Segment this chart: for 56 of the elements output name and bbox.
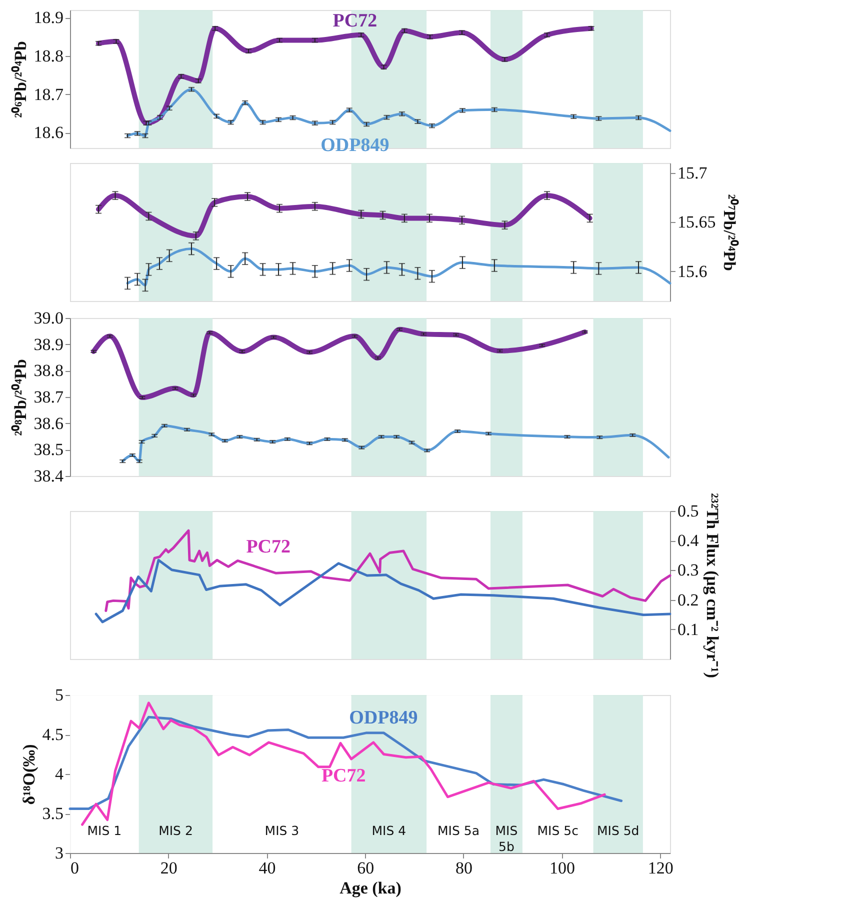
- band-label: MIS 2: [158, 823, 193, 838]
- series-label: ODP849: [349, 708, 418, 729]
- x-tick-label: 20: [160, 858, 178, 878]
- band-label: MIS 5c: [537, 823, 579, 838]
- y-tick-label: 38.7: [34, 388, 64, 406]
- x-tick-label: 60: [357, 858, 374, 878]
- y-tick-label: 3.5: [42, 804, 64, 823]
- y-tick-label: 4: [55, 764, 64, 784]
- y-tick-label: 3: [55, 844, 64, 862]
- x-tick-label: 120: [648, 858, 674, 878]
- band-label: MIS 5b: [495, 823, 518, 854]
- x-tick-label: 100: [550, 858, 576, 878]
- y2-axis-title: ²⁰⁷Pb/²⁰⁴Pb: [720, 194, 739, 271]
- y-axis-title: ²⁰⁸Pb/²⁰⁴Pb: [10, 359, 30, 436]
- line-series: [126, 88, 672, 137]
- y-tick-label: 18.9: [34, 8, 64, 28]
- x-tick-label: 80: [455, 858, 472, 878]
- band-label: MIS 5a: [438, 823, 480, 838]
- band-label: MIS 4: [372, 823, 406, 838]
- y-tick-label: 39.0: [34, 308, 64, 328]
- y2-tick-label: 0.2: [678, 590, 699, 610]
- y-tick-label: 18.7: [34, 84, 64, 104]
- y2-tick-label: 0.5: [678, 502, 699, 520]
- line-series: [104, 529, 672, 612]
- y-axis-title: δ¹⁸O(‰): [19, 744, 38, 805]
- y2-tick-label: 0.3: [678, 560, 699, 580]
- y2-tick-label: 15.65: [678, 212, 716, 232]
- y-tick-label: 38.8: [34, 361, 64, 380]
- x-axis-title: Age (ka): [340, 878, 402, 898]
- y-tick-label: 18.8: [34, 46, 64, 66]
- line-series: [94, 558, 672, 624]
- x-tick-label: 0: [70, 858, 79, 878]
- line-series: [126, 248, 672, 286]
- band-label: MIS 1: [87, 823, 122, 838]
- band-label: MIS 5d: [596, 823, 640, 838]
- series-label: PC72: [246, 536, 291, 558]
- y2-tick-label: 0.1: [678, 620, 699, 639]
- x-tick-label: 40: [258, 858, 276, 878]
- y2-axis-title: ²³²Th Flux (μg cm⁻² kyr⁻¹): [702, 492, 722, 678]
- y-tick-label: 38.6: [34, 414, 64, 433]
- y2-tick-label: 15.6: [678, 262, 708, 281]
- series-label: PC72: [332, 10, 378, 32]
- series-label: ODP849: [320, 135, 390, 156]
- band-label: MIS 3: [264, 823, 300, 838]
- series-label: PC72: [321, 765, 366, 786]
- y2-tick-label: 0.4: [678, 531, 700, 550]
- y-tick-label: 38.9: [34, 334, 64, 354]
- line-series: [81, 702, 606, 826]
- y-tick-label: 18.6: [34, 123, 64, 142]
- line-series: [121, 424, 670, 463]
- y-tick-label: 38.5: [34, 440, 64, 460]
- y-tick-label: 5: [55, 686, 64, 704]
- y-tick-label: 4.5: [42, 725, 64, 744]
- y-tick-label: 38.4: [34, 466, 64, 486]
- y-axis-title: ²⁰⁶Pb/²⁰⁴Pb: [10, 41, 30, 118]
- y2-tick-label: 15.7: [678, 163, 708, 182]
